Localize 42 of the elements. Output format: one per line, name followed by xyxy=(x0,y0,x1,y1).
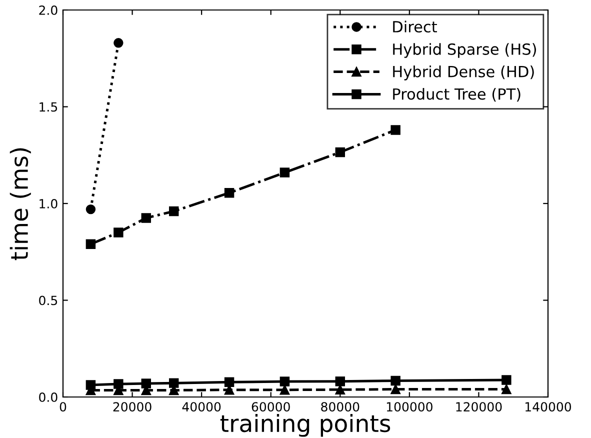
point xyxy=(280,376,290,386)
x-axis-title: training points xyxy=(220,414,390,437)
legend-label: Hybrid Sparse (HS) xyxy=(393,43,536,58)
point xyxy=(502,384,512,394)
x-tick-label: 100000 xyxy=(386,402,432,412)
x-tick-label: 40000 xyxy=(182,402,221,412)
point xyxy=(390,376,400,386)
point xyxy=(141,378,152,388)
point xyxy=(224,377,234,387)
point xyxy=(280,384,290,395)
legend-label: Hybrid Dense (HD) xyxy=(393,66,534,80)
point xyxy=(168,206,179,216)
y-tick-label: 0.0 xyxy=(39,392,58,402)
point xyxy=(86,380,96,390)
point xyxy=(114,379,124,389)
x-tick-label: 60000 xyxy=(252,402,290,412)
point xyxy=(114,228,124,238)
x-tick-label: 0 xyxy=(60,402,66,412)
point xyxy=(114,38,124,48)
point xyxy=(224,188,234,198)
point xyxy=(335,384,346,395)
point xyxy=(390,384,400,394)
y-tick-label: 1.0 xyxy=(40,198,58,208)
point xyxy=(390,125,400,135)
point xyxy=(86,204,96,214)
y-axis-title: time (ms) xyxy=(10,148,31,260)
y-tick-label: 0.5 xyxy=(39,296,58,306)
x-tick-label: 140000 xyxy=(526,402,572,412)
point xyxy=(280,168,290,178)
legend-label: Direct xyxy=(393,20,437,33)
point xyxy=(502,375,512,385)
point xyxy=(335,147,346,158)
point xyxy=(335,376,346,386)
point xyxy=(168,378,179,388)
point xyxy=(86,239,96,249)
legend-label: Product Tree (PT) xyxy=(393,88,520,102)
point xyxy=(141,213,152,223)
x-tick-label: 20000 xyxy=(113,402,152,412)
y-tick-label: 2.0 xyxy=(39,5,58,15)
y-tick-label: 1.5 xyxy=(40,102,58,112)
x-tick-label: 120000 xyxy=(456,402,502,412)
x-tick-label: 80000 xyxy=(321,402,360,412)
